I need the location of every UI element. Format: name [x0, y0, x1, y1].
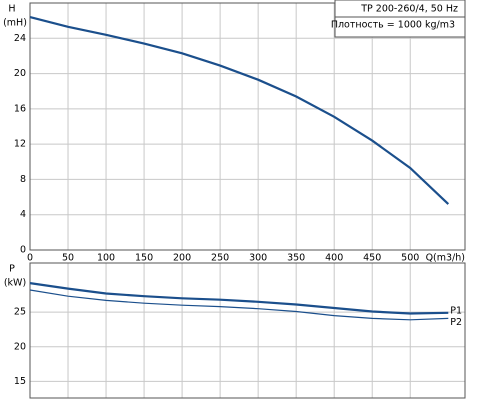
y-axis-label: H: [8, 4, 15, 15]
y-tick-label: 16: [14, 103, 26, 114]
y-tick-label: 4: [20, 209, 26, 220]
info-text: TP 200-260/4, 50 Hz: [360, 4, 458, 15]
x-tick-label: 100: [97, 253, 115, 264]
x-tick-label: 500: [401, 253, 419, 264]
x-tick-label: 50: [62, 253, 74, 264]
y-tick-label: 12: [14, 139, 26, 150]
x-tick-label: 400: [325, 253, 343, 264]
x-tick-label: 0: [27, 253, 33, 264]
x-axis-label: Q(m3/h): [426, 253, 465, 264]
info-text: Плотность = 1000 kg/m3: [331, 20, 455, 31]
y-tick-label: 20: [14, 341, 26, 352]
x-tick-label: 150: [135, 253, 153, 264]
x-tick-label: 450: [363, 253, 381, 264]
x-tick-label: 250: [211, 253, 229, 264]
y-tick-label: 8: [20, 174, 26, 185]
y-axis-unit: (mH): [3, 18, 27, 29]
y-tick-label: 0: [20, 245, 26, 256]
info-box: [334, 0, 466, 38]
y-tick-label: 24: [14, 33, 26, 44]
plot-frame: [29, 2, 466, 251]
y-axis-label: P: [9, 264, 15, 275]
plot-frame: [29, 262, 466, 399]
series-line: [29, 16, 450, 205]
series-label: P2: [450, 317, 462, 328]
series-line: [29, 289, 449, 321]
x-tick-label: 200: [173, 253, 191, 264]
y-tick-label: 25: [14, 307, 26, 318]
series-line: [29, 282, 449, 315]
y-tick-label: 15: [14, 376, 26, 387]
x-tick-label: 350: [287, 253, 305, 264]
y-axis-unit: (kW): [4, 278, 26, 289]
series-label: P1: [450, 305, 462, 316]
y-tick-label: 20: [14, 68, 26, 79]
x-tick-label: 300: [249, 253, 267, 264]
